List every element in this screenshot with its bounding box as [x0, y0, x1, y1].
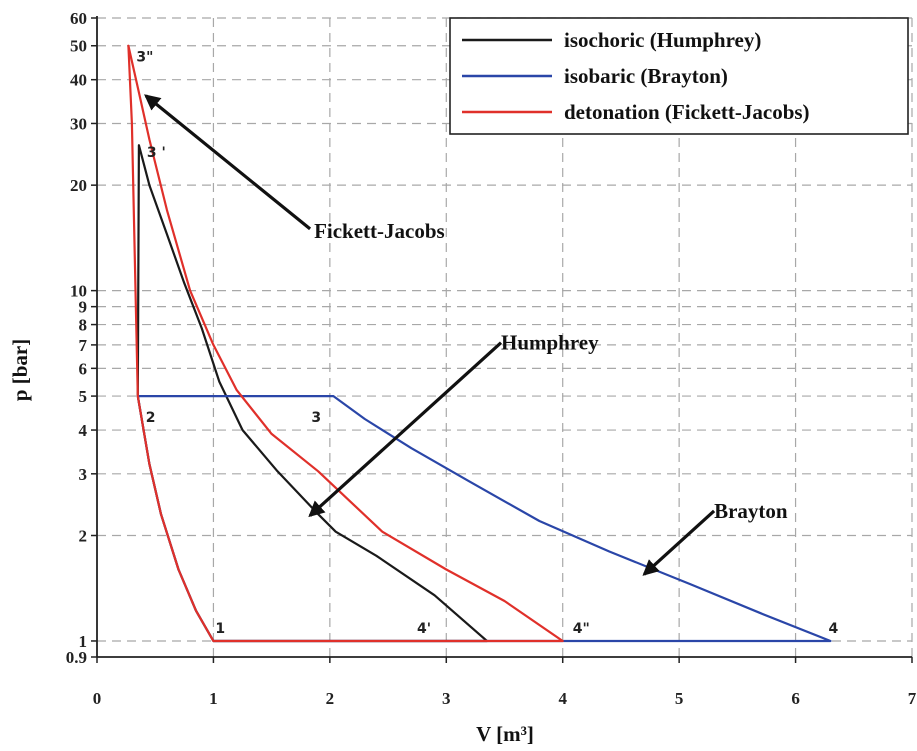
state-label-3: 3 [311, 410, 321, 426]
annotation-text-2: Humphrey [501, 331, 599, 355]
y-tick-label-4: 4 [79, 421, 88, 440]
y-tick-label-0.9: 0.9 [66, 648, 87, 667]
point-labels: 1 2 3 3 ' 3" 4' 4" 4 [136, 50, 838, 637]
state-label-4: 3 ' [147, 145, 166, 161]
y-tick-label-30: 30 [70, 114, 87, 133]
y-tick-label-20: 20 [70, 176, 87, 195]
y-tick-label-50: 50 [70, 37, 87, 56]
x-tick-label-1: 1 [209, 689, 218, 708]
y-tick-label-9: 9 [79, 298, 88, 317]
x-tick-label-7: 7 [908, 689, 917, 708]
state-label-2: 2 [146, 410, 156, 426]
y-tick-label-7: 7 [79, 336, 88, 355]
x-tick-label-0: 0 [93, 689, 102, 708]
y-tick-label-1: 1 [79, 632, 88, 651]
annotation-text-1: Fickett-Jacobs [314, 219, 445, 243]
x-tick-label-4: 4 [558, 689, 567, 708]
y-tick-label-60: 60 [70, 9, 87, 28]
y-tick-label-2: 2 [79, 527, 88, 546]
series-line-3 [127, 44, 564, 643]
annotation-arrow-1 [144, 94, 312, 231]
x-tick-label-2: 2 [326, 689, 335, 708]
y-tick-label-40: 40 [70, 71, 87, 90]
annotations: Fickett-Jacobs Humphrey Brayton [144, 94, 788, 576]
annotation-arrow-3 [642, 509, 716, 576]
x-axis-title: V [m³] [476, 722, 534, 746]
legend: isochoric (Humphrey) isobaric (Brayton) de… [449, 17, 909, 135]
x-tick-label-5: 5 [675, 689, 684, 708]
legend-label-1: isochoric (Humphrey) [564, 28, 761, 52]
annotation-arrow-2 [308, 341, 503, 518]
y-tick-label-5: 5 [79, 387, 88, 406]
legend-label-3: detonation (Fickett-Jacobs) [564, 100, 810, 124]
state-label-8: 4 [829, 621, 839, 637]
x-tick-label-6: 6 [791, 689, 800, 708]
state-label-5: 3" [136, 50, 153, 66]
state-label-1: 1 [215, 621, 225, 637]
y-axis-title: p [bar] [8, 339, 32, 401]
state-label-7: 4" [573, 621, 590, 637]
y-tick-label-6: 6 [79, 359, 88, 378]
y-tick-label-10: 10 [70, 282, 87, 301]
x-tick-label-3: 3 [442, 689, 451, 708]
legend-label-2: isobaric (Brayton) [564, 64, 728, 88]
series-layer [127, 44, 832, 643]
state-label-6: 4' [417, 621, 431, 637]
annotation-text-3: Brayton [714, 499, 788, 523]
y-tick-label-8: 8 [79, 316, 88, 335]
y-tick-label-3: 3 [79, 465, 88, 484]
